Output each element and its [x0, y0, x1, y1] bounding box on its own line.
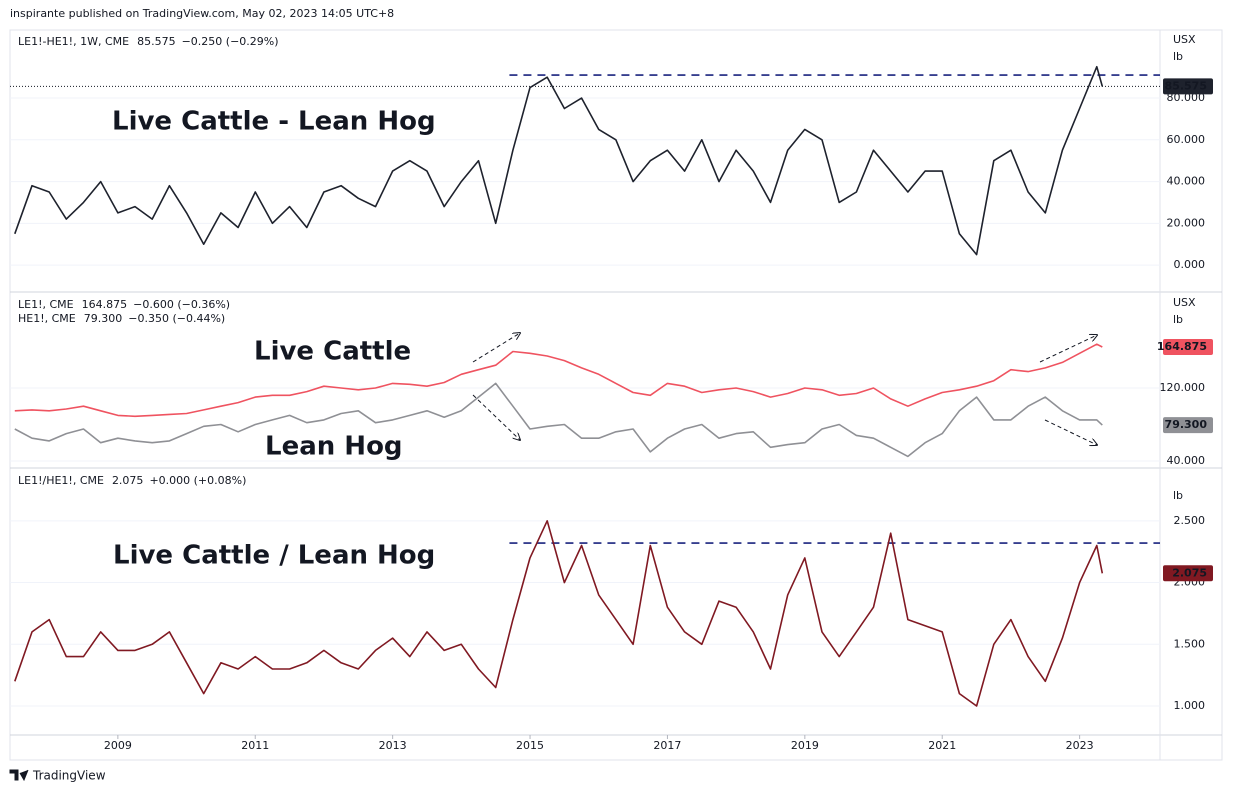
series-line	[14, 343, 1103, 418]
legend-value: 2.075	[112, 474, 144, 487]
arrow	[1039, 335, 1097, 363]
legend-change: +0.000 (+0.08%)	[149, 474, 246, 487]
annotation: Lean Hog	[265, 432, 403, 462]
arrow	[472, 394, 520, 440]
x-tick-label: 2013	[379, 739, 407, 752]
annotation: Live Cattle / Lean Hog	[113, 541, 435, 571]
legend-value: 79.300	[84, 312, 123, 325]
series-line	[14, 520, 1104, 707]
y-tick-label: 40.000	[1167, 175, 1206, 188]
legend-name: LE1!/HE1!, CME	[18, 474, 104, 487]
trend-arrows	[472, 333, 1097, 445]
legend-change: −0.250 (−0.29%)	[182, 35, 279, 48]
unit-label: lb	[1173, 489, 1183, 502]
series-line	[14, 382, 1103, 458]
y-tick-label: 120.000	[1160, 381, 1206, 394]
last-price-box	[1163, 417, 1213, 434]
x-tick-label: 2011	[241, 739, 269, 752]
last-price-box	[1163, 339, 1213, 356]
arrow	[472, 333, 520, 363]
y-tick-label: 20.000	[1167, 216, 1206, 229]
unit-label: USX	[1173, 296, 1196, 309]
publish-header: inspirante published on TradingView.com,…	[10, 7, 394, 20]
unit-label: lb	[1173, 313, 1183, 326]
y-tick-label: 1.000	[1174, 699, 1206, 712]
unit-label: lb	[1173, 50, 1183, 63]
last-price-box	[1163, 78, 1213, 95]
x-tick-label: 2015	[516, 739, 544, 752]
x-tick-label: 2021	[928, 739, 956, 752]
legend-name: HE1!, CME	[18, 312, 76, 325]
legend-change: −0.350 (−0.44%)	[128, 312, 225, 325]
legend-change: −0.600 (−0.36%)	[133, 298, 230, 311]
y-tick-label: 1.500	[1174, 637, 1206, 650]
legend-name: LE1!, CME	[18, 298, 74, 311]
tv-logo	[9, 769, 29, 782]
series-line	[14, 65, 1104, 256]
annotation: Live Cattle - Lean Hog	[112, 107, 436, 137]
last-price-label: 79.300	[1165, 418, 1208, 431]
arrow	[1044, 419, 1097, 445]
footer-brand: TradingView	[32, 769, 106, 783]
legend-name: LE1!-HE1!, 1W, CME	[18, 35, 129, 48]
chart-frame	[9, 29, 1223, 761]
last-price-label: 164.875	[1157, 340, 1207, 353]
annotation: Live Cattle	[254, 337, 411, 367]
x-tick-label: 2019	[791, 739, 819, 752]
x-tick-label: 2017	[653, 739, 681, 752]
last-price-label: 2.075	[1172, 566, 1207, 579]
y-tick-label: 2.500	[1174, 514, 1206, 527]
unit-label: USX	[1173, 33, 1196, 46]
y-tick-label: 0.000	[1174, 258, 1206, 271]
y-tick-label: 40.000	[1167, 454, 1206, 467]
legend-value: 85.575	[137, 35, 176, 48]
x-tick-label: 2023	[1066, 739, 1094, 752]
legend-value: 164.875	[82, 298, 128, 311]
y-tick-label: 60.000	[1167, 133, 1206, 146]
x-tick-label: 2009	[104, 739, 132, 752]
last-price-label: 85.575	[1165, 79, 1207, 92]
last-price-box	[1163, 565, 1213, 582]
